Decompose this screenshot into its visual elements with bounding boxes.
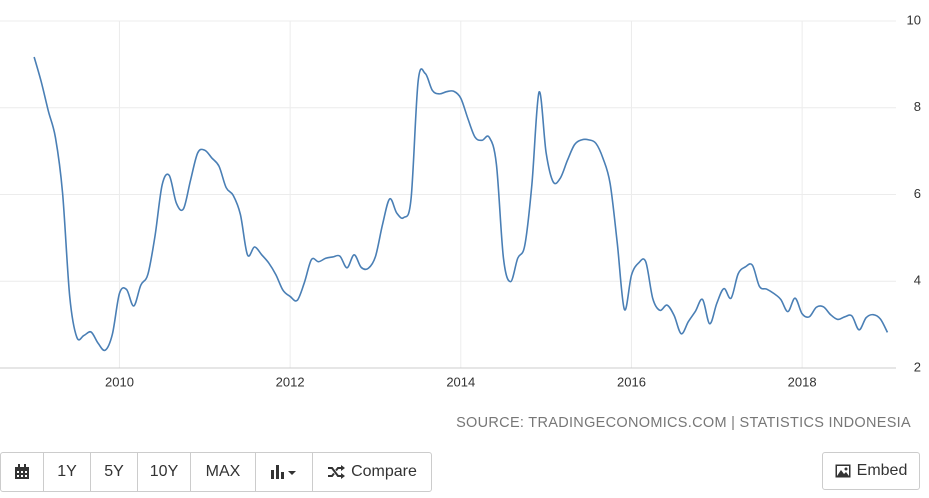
shuffle-icon [328, 465, 346, 479]
chart-type-button[interactable] [256, 453, 313, 491]
x-tick-label: 2012 [276, 374, 305, 389]
chart-type-icon [271, 465, 296, 479]
embed-label: Embed [856, 462, 908, 479]
compare-label: Compare [351, 463, 417, 480]
calendar-icon [15, 464, 29, 479]
compare-button[interactable]: Compare [313, 453, 431, 491]
range-button[interactable]: 10Y [138, 453, 191, 491]
x-tick-label: 2010 [105, 374, 134, 389]
y-tick-label: 8 [914, 99, 921, 114]
chart: 2 4 6 8 10 2010 2012 2014 2016 2018 [0, 12, 921, 389]
range-button[interactable]: 5Y [91, 453, 138, 491]
y-tick-label: 2 [914, 359, 921, 374]
x-tick-label: 2018 [788, 374, 817, 389]
range-button[interactable]: MAX [191, 453, 256, 491]
image-icon [835, 464, 851, 478]
embed-button[interactable]: Embed [822, 452, 920, 490]
y-tick-label: 6 [914, 186, 921, 201]
y-tick-label: 4 [914, 273, 921, 288]
source: SOURCE: TRADINGECONOMICS.COM | STATISTIC… [456, 415, 911, 431]
toolbar: 1Y 5Y 10Y MAX Compare [0, 452, 432, 492]
range-button[interactable]: 1Y [44, 453, 91, 491]
y-tick-label: 10 [907, 12, 921, 27]
x-tick-label: 2016 [617, 374, 646, 389]
calendar-button[interactable] [1, 453, 44, 491]
series-line [33, 56, 889, 352]
x-tick-label: 2014 [446, 374, 475, 389]
